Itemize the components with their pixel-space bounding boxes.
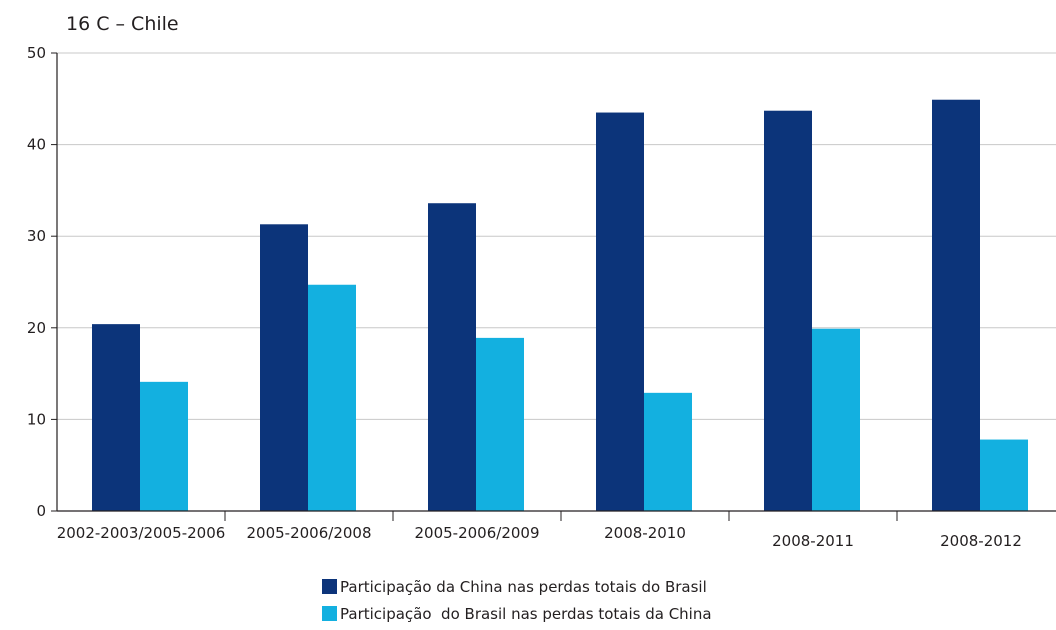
y-tick-label: 20 [27, 319, 46, 337]
bar-series-2 [812, 328, 860, 511]
legend: Participação da China nas perdas totais … [322, 578, 712, 623]
x-category-label: 2005-2006/2009 [415, 524, 540, 542]
bar-series-1 [764, 110, 812, 511]
bar-series-2 [644, 392, 692, 511]
bar-series-2 [980, 439, 1028, 511]
x-category-label: 2008-2012 [940, 532, 1022, 550]
axis-labels: 0 10 20 30 40 50 2002-2003/2005-2006 2005-2006/… [27, 44, 1022, 550]
bar-series-1 [92, 324, 140, 511]
legend-label-series-2: Participação do Brasil nas perdas totais… [340, 605, 712, 623]
bar-series-1 [596, 112, 644, 511]
legend-swatch-series-2 [322, 606, 337, 621]
bar-series-2 [308, 284, 356, 511]
x-category-label: 2005-2006/2008 [247, 524, 372, 542]
legend-label-series-1: Participação da China nas perdas totais … [340, 578, 707, 596]
y-tick-label: 40 [27, 136, 46, 154]
axes [51, 52, 1056, 521]
bar-series-1 [428, 203, 476, 511]
x-category-label: 2002-2003/2005-2006 [57, 524, 226, 542]
y-tick-label: 30 [27, 227, 46, 245]
y-tick-label: 0 [36, 502, 46, 520]
x-category-label: 2008-2010 [604, 524, 686, 542]
bar-series-2 [140, 381, 188, 511]
bar-series-1 [260, 224, 308, 512]
x-category-label: 2008-2011 [772, 532, 854, 550]
bar-series-2 [476, 337, 524, 511]
legend-swatch-series-1 [322, 579, 337, 594]
y-tick-label: 10 [27, 410, 46, 428]
y-tick-label: 50 [27, 44, 46, 62]
bar-series-1 [932, 99, 980, 511]
bars [92, 99, 1028, 512]
chart-title: 16 C – Chile [66, 13, 179, 35]
gridlines [57, 52, 1056, 420]
